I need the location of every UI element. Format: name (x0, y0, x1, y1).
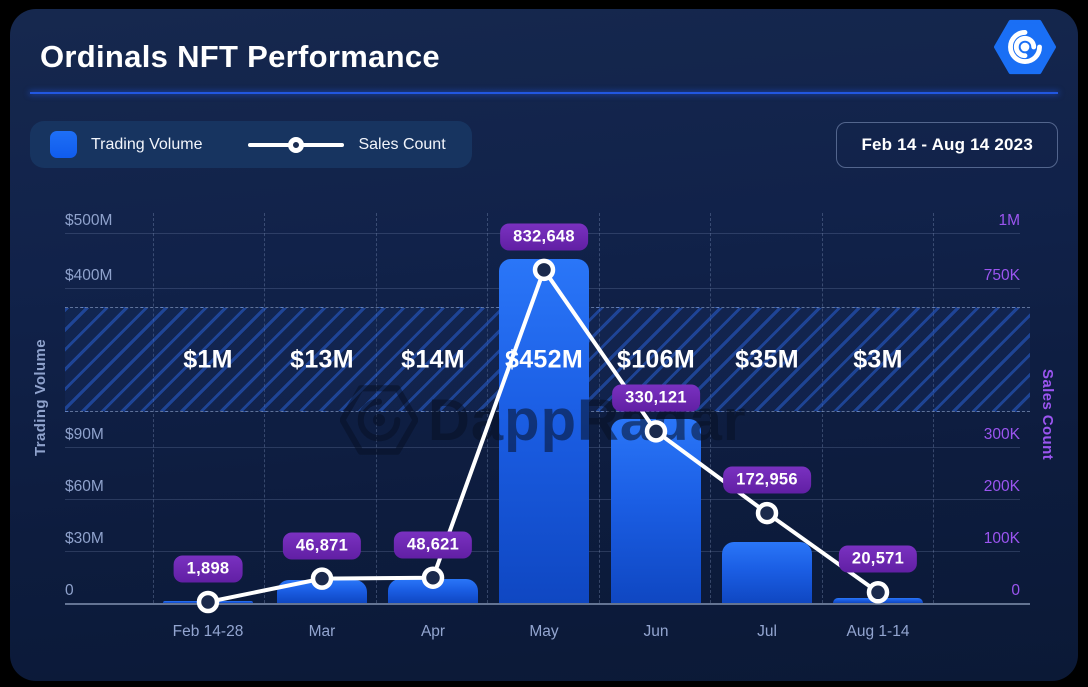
sales-value-badge: 48,621 (393, 531, 473, 559)
x-axis-label: Jun (643, 623, 669, 640)
volume-swatch-icon[interactable] (50, 131, 77, 158)
volume-value-label: $452M (505, 345, 583, 373)
left-axis-tick: $30M (65, 530, 104, 547)
x-axis-label: Mar (308, 623, 336, 640)
sales-value-badge: 46,871 (282, 532, 362, 560)
trading-volume-bar (163, 600, 253, 603)
volume-value-label: $1M (183, 345, 233, 373)
right-axis-tick: 1M (998, 212, 1020, 229)
x-axis-label: Aug 1-14 (846, 623, 910, 640)
sales-value-badge: 1,898 (173, 555, 243, 583)
right-axis-tick: 100K (983, 530, 1020, 547)
right-axis-tick: 750K (983, 267, 1020, 284)
left-axis-tick: $400M (65, 267, 113, 284)
infographic-card: Ordinals NFT Performance Trading Volume … (10, 9, 1078, 681)
right-axis-tick: 200K (983, 478, 1020, 495)
volume-value-label: $106M (617, 345, 695, 373)
volume-value-label: $35M (735, 345, 799, 373)
right-axis-title: Sales Count (1039, 369, 1056, 461)
right-axis-tick: 0 (1011, 582, 1020, 599)
page-title: Ordinals NFT Performance (40, 39, 440, 74)
x-axis-label: Apr (420, 623, 446, 640)
sales-value-badge: 330,121 (612, 384, 700, 412)
x-axis-baseline (65, 603, 1030, 605)
sales-value-badge: 20,571 (838, 545, 918, 573)
x-axis-label: Jul (757, 623, 777, 640)
left-axis-tick: $60M (65, 478, 104, 495)
right-axis-tick: 300K (983, 426, 1020, 443)
sales-value-badge: 832,648 (500, 223, 588, 251)
trading-volume-bar (833, 597, 923, 603)
left-axis-tick: $500M (65, 212, 113, 229)
dappradar-logo-icon[interactable] (994, 19, 1056, 75)
x-axis-label: May (529, 623, 559, 640)
volume-value-label: $3M (853, 345, 903, 373)
date-range-badge[interactable]: Feb 14 - Aug 14 2023 (836, 122, 1058, 168)
volume-value-label: $13M (290, 345, 354, 373)
trading-volume-bar (277, 580, 367, 603)
legend-sales-label: Sales Count (358, 135, 446, 153)
sales-line-icon[interactable] (248, 136, 345, 153)
divider (30, 92, 1058, 94)
sales-value-badge: 172,956 (723, 466, 811, 494)
volume-value-label: $14M (401, 345, 465, 373)
trading-volume-bar (722, 542, 812, 603)
chart-legend: Trading Volume Sales Count (30, 121, 472, 168)
x-axis-label: Feb 14-28 (172, 623, 244, 640)
trading-volume-bar (388, 578, 478, 603)
sales-point-marker (755, 501, 779, 525)
left-axis-title: Trading Volume (32, 339, 49, 457)
legend-volume-label: Trading Volume (91, 135, 203, 153)
left-axis-tick: 0 (65, 582, 74, 599)
left-axis-tick: $90M (65, 426, 104, 443)
watermark-logo-icon (340, 385, 418, 455)
